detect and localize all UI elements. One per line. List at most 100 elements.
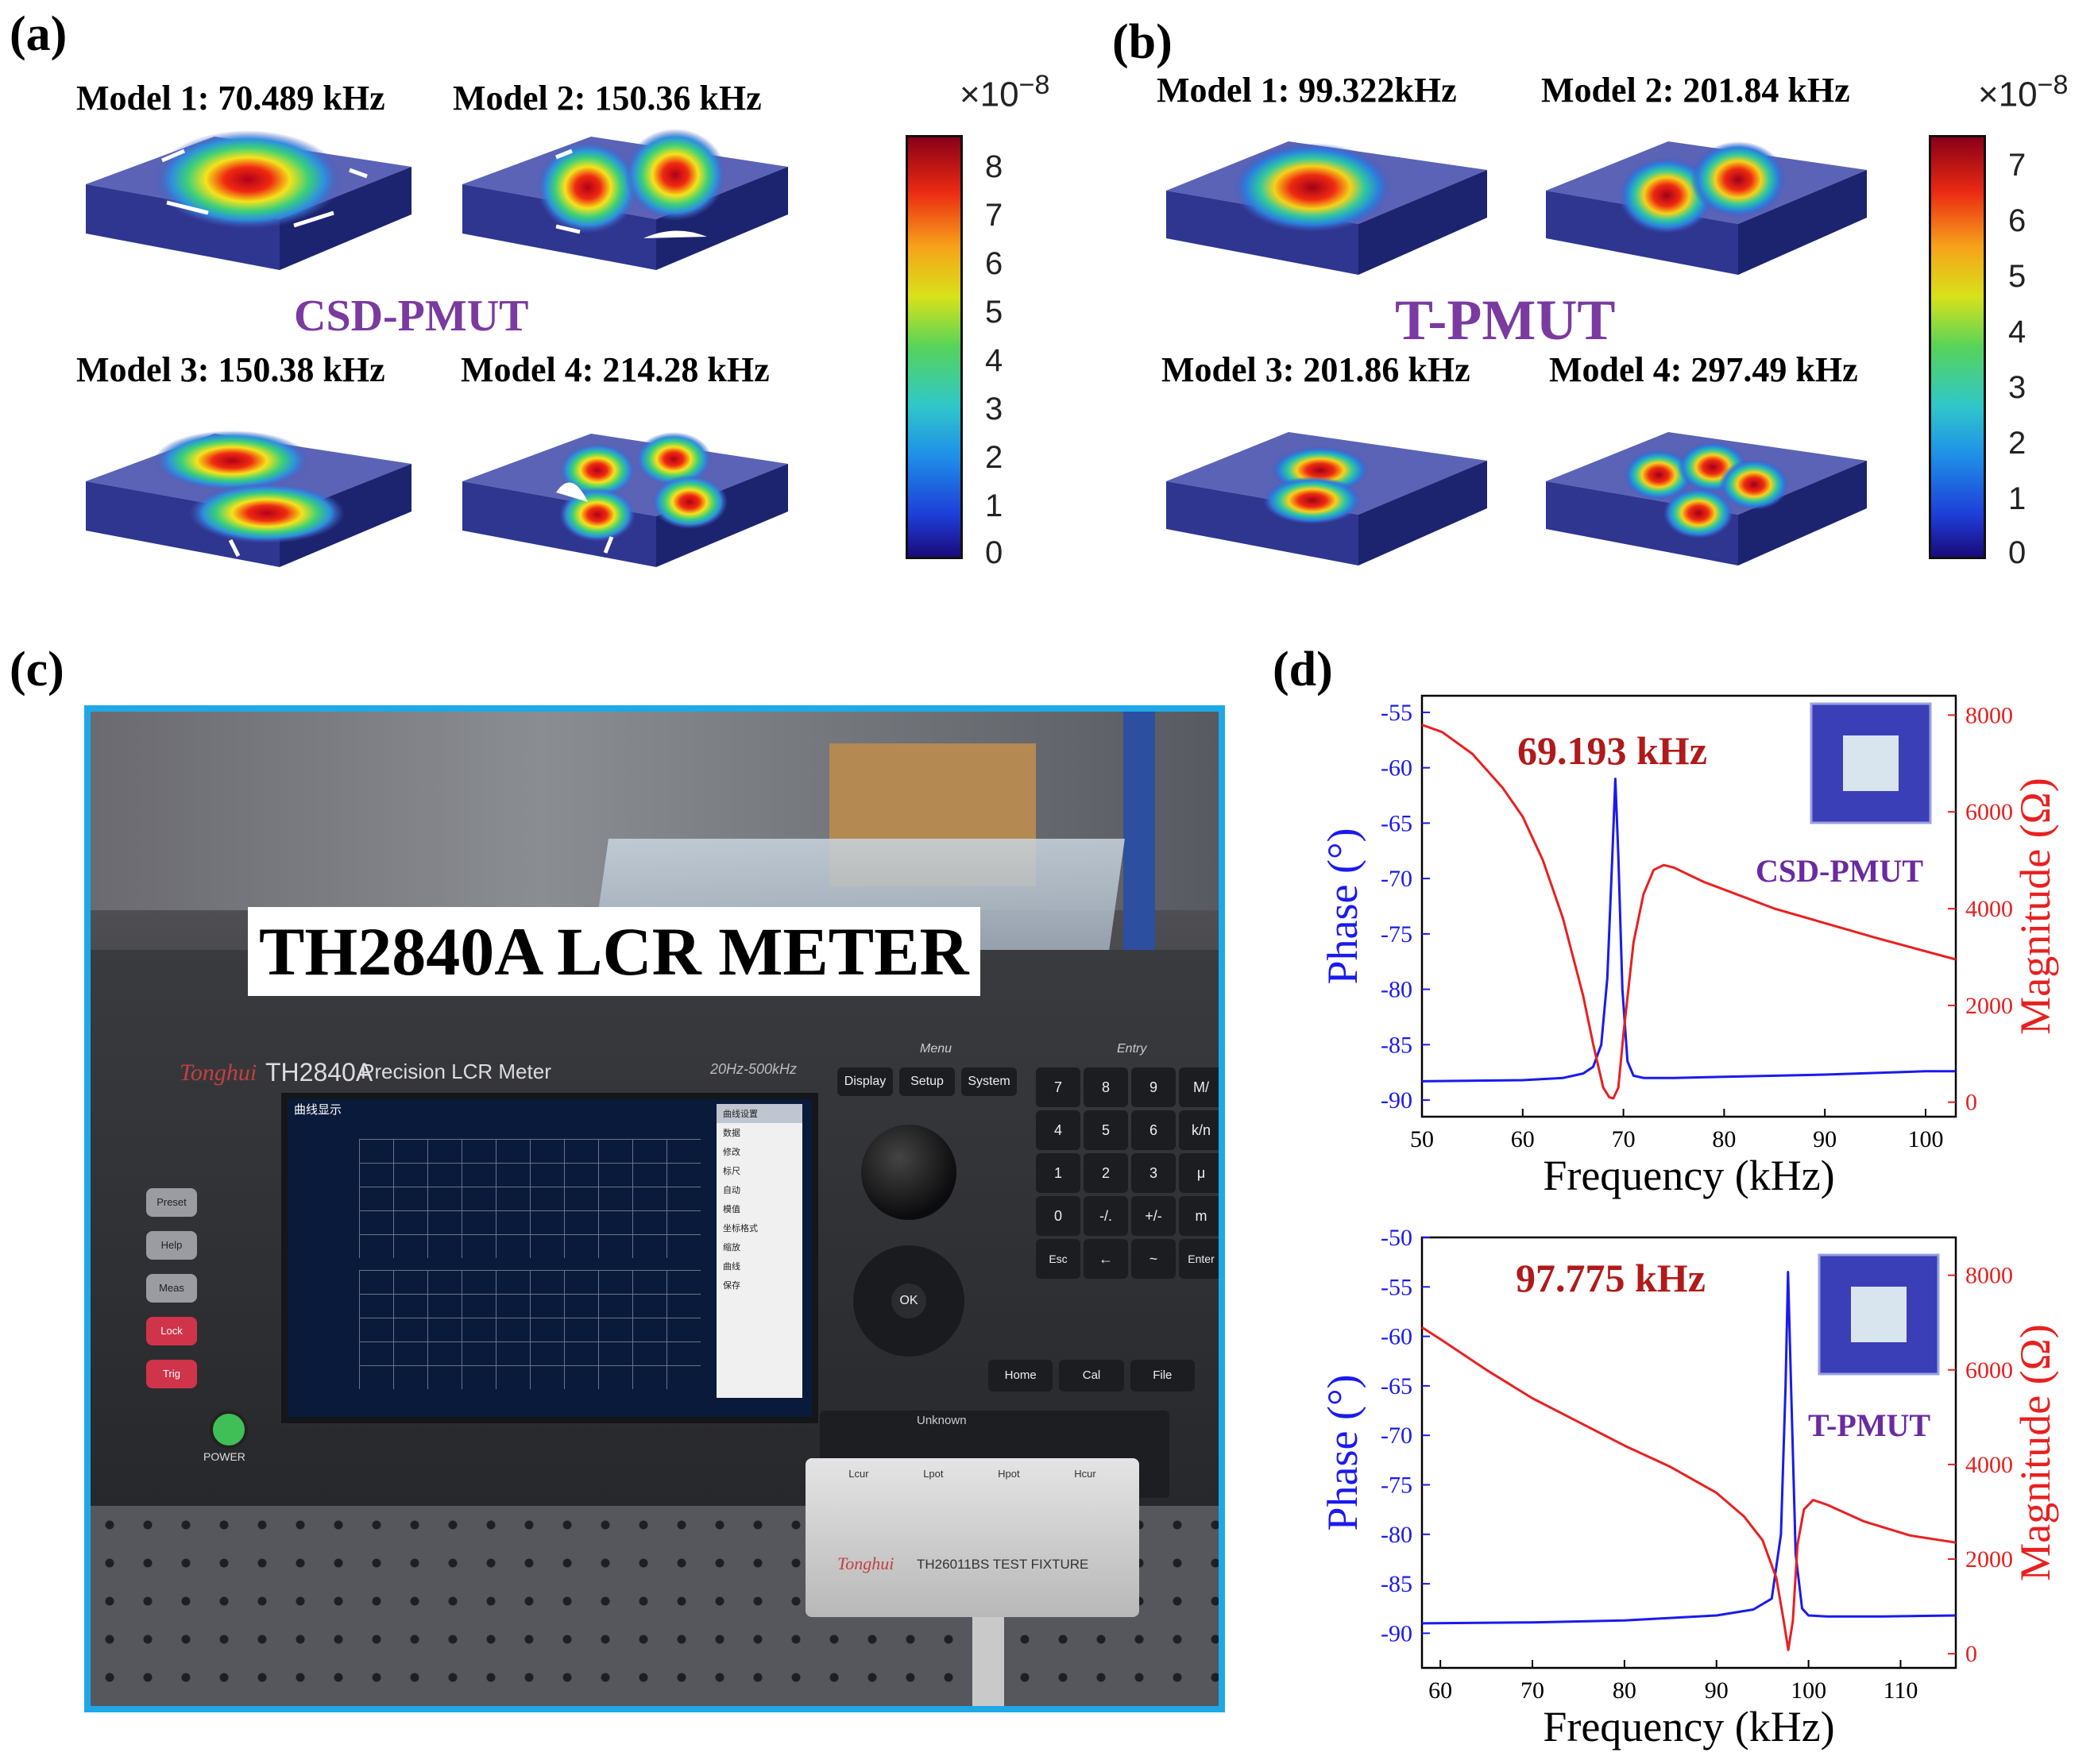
preset-button[interactable]: Preset: [146, 1188, 197, 1217]
plate-a3: [86, 430, 411, 567]
plate-b3: [1166, 432, 1487, 565]
colorbar-a-tick: 6: [985, 246, 1003, 281]
keypad-key[interactable]: 8: [1084, 1067, 1128, 1107]
help-button[interactable]: Help: [146, 1231, 197, 1260]
x-tick-label: 90: [1705, 1677, 1729, 1704]
caption-label: TH2840A LCR METER: [248, 907, 980, 996]
display-key[interactable]: Display: [837, 1067, 893, 1096]
keypad-key[interactable]: 3: [1131, 1153, 1176, 1193]
keypad-key[interactable]: Enter: [1179, 1239, 1219, 1279]
lcd-screen: 曲线显示 曲线设置 数据 修改 标尺 自动 模值 坐标格式 缩放 曲线 保存: [281, 1093, 818, 1423]
screen-menu-item[interactable]: 数据: [723, 1129, 740, 1138]
keypad-key[interactable]: ←: [1084, 1239, 1128, 1279]
keypad-key[interactable]: 0: [1036, 1196, 1080, 1236]
x-tick-label: 110: [1884, 1677, 1918, 1704]
y-left-tick-label: -80: [1381, 977, 1412, 1003]
keypad-key[interactable]: 2: [1084, 1153, 1128, 1193]
colorbar-b-exponent-power: −8: [2037, 70, 2069, 100]
screen-menu-item[interactable]: 缩放: [723, 1243, 740, 1253]
x-tick-label: 70: [1520, 1677, 1544, 1704]
y-left-tick-label: -55: [1381, 1274, 1412, 1300]
test-fixture: [806, 1458, 1139, 1617]
colorbar-b-tick: 2: [2008, 426, 2027, 461]
inset-device-label: T-PMUT: [1808, 1407, 1930, 1443]
keypad-key[interactable]: Esc: [1036, 1239, 1080, 1279]
plate-b4: [1546, 432, 1867, 565]
keypad-key[interactable]: -/.: [1084, 1196, 1128, 1236]
device-membrane: [1851, 1287, 1907, 1342]
terminal-label: Hpot: [998, 1468, 1020, 1480]
x-tick-label: 80: [1712, 1126, 1736, 1152]
panel-label-b: (b): [1112, 15, 1173, 69]
y-right-tick-label: 0: [1965, 1090, 1977, 1116]
screen-menu-item[interactable]: 模值: [723, 1205, 740, 1214]
panel-a-title: CSD-PMUT: [294, 291, 529, 341]
x-axis-label: Frequency (kHz): [1543, 1703, 1834, 1750]
y-left-tick-label: -90: [1381, 1620, 1412, 1646]
keypad-key[interactable]: 9: [1131, 1067, 1176, 1107]
colorbar-b-exponent-base: ×10: [1978, 75, 2038, 114]
panel-a: (a) Model 1: 70.489 kHz Model 2: 150.36 …: [0, 0, 1096, 635]
colorbar-a-tick: 4: [985, 343, 1003, 378]
colorbar-a: [906, 135, 963, 559]
mode-label-b3: Model 3: 201.86 kHz: [1161, 350, 1470, 389]
screen-menu-item[interactable]: 修改: [723, 1148, 740, 1157]
y-right-tick-label: 6000: [1965, 799, 2013, 825]
trig-key[interactable]: Trig: [146, 1360, 197, 1388]
colorbar-b-tick: 4: [2008, 315, 2027, 349]
file-key[interactable]: File: [1130, 1360, 1195, 1392]
screen-menu-item[interactable]: 曲线: [723, 1262, 740, 1272]
plate-a4: [462, 432, 788, 567]
colorbar-a-tick: 2: [985, 440, 1003, 475]
keypad-key[interactable]: 6: [1131, 1110, 1176, 1150]
plate-b2: [1546, 141, 1867, 275]
system-key[interactable]: System: [961, 1067, 1017, 1096]
mode-label-b1: Model 1: 99.322kHz: [1157, 71, 1457, 110]
impedance-chart-t: 60 70 80 90 100 110 -90 -85 -80 -75 -70 -65 -60 -55 -5…: [1319, 1225, 2059, 1750]
x-tick-label: 100: [1791, 1677, 1826, 1704]
rotary-knob[interactable]: [861, 1125, 956, 1220]
y-left-tick-label: -80: [1381, 1522, 1412, 1548]
plate-b1: [1166, 141, 1487, 275]
keypad-key[interactable]: 1: [1036, 1153, 1080, 1193]
keypad: 7 8 9 M/ 4 5 6 k/n 1 2 3 μ 0 -/. +/- m E…: [1036, 1067, 1219, 1353]
keypad-key[interactable]: +/-: [1131, 1196, 1176, 1236]
keypad-key[interactable]: M/: [1179, 1067, 1219, 1107]
plate-a2: [462, 129, 788, 270]
screen-menu-item[interactable]: 自动: [723, 1186, 740, 1195]
screen-menu-item[interactable]: 标尺: [723, 1167, 740, 1176]
x-tick-label: 70: [1612, 1126, 1636, 1152]
power-button[interactable]: [210, 1411, 248, 1449]
colorbar-b-tick: 6: [2008, 203, 2027, 238]
screen-menu-item[interactable]: 曲线设置: [717, 1104, 802, 1123]
cal-key[interactable]: Cal: [1059, 1360, 1124, 1392]
lock-button[interactable]: Lock: [146, 1317, 197, 1345]
keypad-key[interactable]: ~: [1131, 1239, 1176, 1279]
y-left-tick-label: -60: [1381, 1324, 1412, 1350]
home-key[interactable]: Home: [988, 1360, 1053, 1392]
y-left-tick-label: -55: [1381, 700, 1412, 726]
keypad-key[interactable]: m: [1179, 1196, 1219, 1236]
mode-label-b4: Model 4: 297.49 kHz: [1549, 350, 1858, 389]
screen-menu-item[interactable]: 坐标格式: [723, 1224, 758, 1233]
fixture-label: TH26011BS TEST FIXTURE: [917, 1557, 1089, 1572]
x-tick-label: 100: [1907, 1126, 1943, 1152]
keypad-key[interactable]: 7: [1036, 1067, 1080, 1107]
keypad-key[interactable]: 5: [1084, 1110, 1128, 1150]
unknown-label: Unknown: [917, 1414, 967, 1427]
meas-button[interactable]: Meas: [146, 1274, 197, 1303]
panel-label-a: (a): [10, 7, 68, 61]
shelf-post: [1123, 712, 1155, 950]
mode-shapes-b: [1166, 141, 1867, 565]
x-tick-label: 50: [1410, 1126, 1434, 1152]
keypad-key[interactable]: k/n: [1179, 1110, 1219, 1150]
keypad-key[interactable]: μ: [1179, 1153, 1219, 1193]
frequency-range: 20Hz-500kHz: [710, 1061, 798, 1077]
ok-button[interactable]: OK: [891, 1283, 926, 1318]
setup-key[interactable]: Setup: [899, 1067, 955, 1096]
screen-menu-item[interactable]: 保存: [723, 1281, 740, 1291]
colorbar-a-exponent: ×10−8: [960, 70, 1049, 115]
keypad-key[interactable]: 4: [1036, 1110, 1080, 1150]
y-right-tick-label: 4000: [1965, 1452, 2013, 1478]
x-tick-label: 80: [1613, 1677, 1636, 1704]
